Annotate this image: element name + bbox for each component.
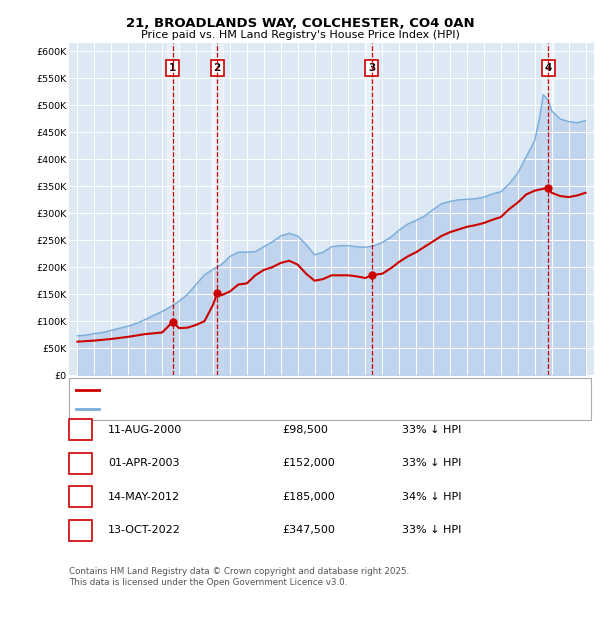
Text: 33% ↓ HPI: 33% ↓ HPI [402,525,461,535]
Text: Contains HM Land Registry data © Crown copyright and database right 2025.
This d: Contains HM Land Registry data © Crown c… [69,567,409,587]
Bar [167,43,179,375]
Text: 33% ↓ HPI: 33% ↓ HPI [402,458,461,468]
Text: 1: 1 [169,63,176,73]
Text: 1: 1 [77,425,84,435]
Text: 01-APR-2003: 01-APR-2003 [108,458,179,468]
Bar [211,43,223,375]
Text: 21, BROADLANDS WAY, COLCHESTER, CO4 0AN: 21, BROADLANDS WAY, COLCHESTER, CO4 0AN [125,17,475,30]
Text: 13-OCT-2022: 13-OCT-2022 [108,525,181,535]
Text: 3: 3 [368,63,375,73]
Text: £185,000: £185,000 [282,492,335,502]
Text: 33% ↓ HPI: 33% ↓ HPI [402,425,461,435]
Text: 11-AUG-2000: 11-AUG-2000 [108,425,182,435]
Text: 2: 2 [214,63,221,73]
Bar [542,43,554,375]
Text: 14-MAY-2012: 14-MAY-2012 [108,492,180,502]
Text: £98,500: £98,500 [282,425,328,435]
Text: 4: 4 [544,63,552,73]
Bar [366,43,377,375]
Text: 2: 2 [77,458,84,468]
Text: Price paid vs. HM Land Registry's House Price Index (HPI): Price paid vs. HM Land Registry's House … [140,30,460,40]
Text: £347,500: £347,500 [282,525,335,535]
Text: HPI: Average price, detached house, Colchester: HPI: Average price, detached house, Colc… [105,404,343,414]
Text: 34% ↓ HPI: 34% ↓ HPI [402,492,461,502]
Text: 21, BROADLANDS WAY, COLCHESTER, CO4 0AN (detached house): 21, BROADLANDS WAY, COLCHESTER, CO4 0AN … [105,385,433,395]
Text: £152,000: £152,000 [282,458,335,468]
Text: 3: 3 [77,492,84,502]
Text: 4: 4 [77,525,84,535]
